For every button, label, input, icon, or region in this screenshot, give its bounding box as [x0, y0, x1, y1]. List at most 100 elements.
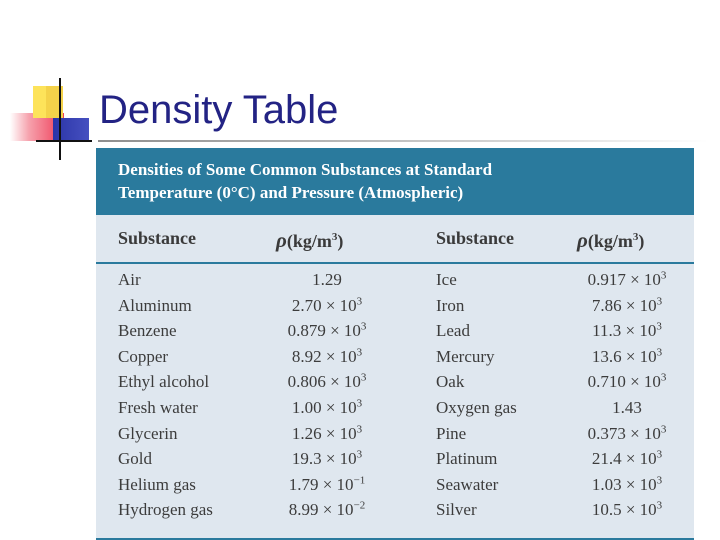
density-exponent: −1 [353, 474, 366, 487]
density-exponent: 3 [656, 320, 662, 333]
substance-name: Mercury [436, 346, 495, 366]
substance-name: Ethyl alcohol [118, 372, 210, 392]
density-value: 21.4 × 103 [568, 449, 686, 469]
title-bullet-yellow-shade [46, 86, 63, 118]
density-value: 0.806 × 103 [268, 372, 386, 392]
density-exponent: 3 [356, 448, 363, 461]
density-exponent: −2 [353, 499, 366, 512]
table-row: Gold 19.3 × 103 Platinum 21.4 × 103 [96, 447, 694, 473]
title-bullet-blue-square [53, 118, 89, 140]
density-unit-close: ) [337, 231, 344, 251]
density-exponent: 3 [660, 371, 667, 384]
density-exponent: 3 [656, 499, 663, 512]
density-value: 10.5 × 103 [568, 500, 686, 520]
substance-name: Glycerin [118, 423, 178, 443]
substance-name: Ice [436, 270, 457, 289]
header-density-left: ρ(kg/m3) [276, 228, 343, 253]
table-row: Helium gas 1.79 × 10−1 Seawater 1.03 × 103 [96, 473, 694, 499]
density-mantissa: 21.4 × 10 [591, 449, 657, 469]
table-row: Aluminum 2.70 × 103 Iron 7.86 × 103 [96, 294, 694, 320]
rho-symbol: ρ [276, 228, 287, 252]
density-unit: (kg/m [587, 231, 633, 251]
density-exponent: 3 [660, 422, 667, 435]
density-mantissa: 11.3 × 10 [592, 321, 657, 341]
density-value: 1.00 × 103 [268, 398, 386, 418]
table-row: Hydrogen gas 8.99 × 10−2 Silver 10.5 × 103 [96, 498, 694, 524]
density-mantissa: 1.43 [612, 397, 642, 417]
density-mantissa: 8.92 × 10 [291, 346, 357, 366]
density-exponent: 3 [660, 269, 667, 282]
density-value: 7.86 × 103 [568, 294, 686, 316]
density-mantissa: 8.99 × 10 [288, 500, 354, 520]
substance-name: Silver [436, 500, 477, 520]
density-mantissa: 1.79 × 10 [288, 474, 354, 494]
header-density-right: ρ(kg/m3) [577, 228, 644, 253]
density-exponent: 3 [656, 294, 663, 307]
density-exponent: 3 [356, 346, 363, 359]
density-value: 8.92 × 103 [268, 347, 386, 367]
density-mantissa: 0.373 × 10 [587, 423, 661, 443]
table-row: Benzene 0.879 × 103 Lead 11.3 × 103 [96, 319, 694, 345]
title-underline [98, 140, 708, 142]
density-value: 8.99 × 10−2 [268, 500, 386, 520]
substance-name: Seawater [436, 474, 499, 494]
density-value: 1.43 [568, 398, 686, 418]
density-mantissa: 19.3 × 10 [291, 449, 357, 469]
density-exponent: 3 [356, 397, 363, 410]
table-row: Glycerin 1.26 × 103 Pine 0.373 × 103 [96, 422, 694, 448]
density-value: 11.3 × 103 [568, 321, 686, 341]
substance-name: Gold [118, 449, 152, 469]
header-substance-left: Substance [118, 228, 197, 248]
substance-name: Benzene [118, 321, 177, 341]
density-unit-exponent: 3 [632, 231, 639, 243]
density-value: 1.29 [268, 270, 386, 290]
substance-name: Fresh water [118, 397, 198, 417]
substance-name: Copper [118, 346, 169, 366]
density-mantissa: 7.86 × 10 [591, 295, 657, 315]
density-exponent: 3 [656, 448, 663, 461]
density-mantissa: 1.00 × 10 [291, 397, 357, 417]
table-body: Air 1.29 Ice 0.917 × 103 Aluminum 2.70 × 103 I… [96, 264, 694, 524]
substance-name: Iron [436, 295, 465, 315]
density-mantissa: 0.806 × 10 [287, 372, 361, 392]
density-table: Densities of Some Common Substances at S… [96, 148, 694, 540]
table-header-row: Substance ρ(kg/m3) Substance ρ(kg/m3) [96, 215, 694, 264]
table-row: Copper 8.92 × 103 Mercury 13.6 × 103 [96, 345, 694, 371]
density-value: 1.79 × 10−1 [268, 475, 386, 495]
substance-name: Pine [436, 423, 467, 443]
page-title: Density Table [99, 88, 339, 132]
table-row: Air 1.29 Ice 0.917 × 103 [96, 268, 694, 294]
table-caption-line-1: Densities of Some Common Substances at S… [118, 160, 493, 179]
density-mantissa: 0.879 × 10 [287, 321, 361, 341]
table-row: Ethyl alcohol 0.806 × 103 Oak 0.710 × 103 [96, 370, 694, 396]
density-mantissa: 13.6 × 10 [591, 346, 657, 366]
density-mantissa: 1.26 × 10 [291, 423, 357, 443]
substance-name: Air [118, 270, 141, 289]
density-mantissa: 0.917 × 10 [587, 270, 661, 289]
density-exponent: 3 [356, 422, 363, 435]
density-unit: (kg/m [286, 231, 332, 251]
density-value: 2.70 × 103 [268, 295, 386, 316]
substance-name: Oxygen gas [436, 397, 517, 417]
substance-name: Oak [436, 372, 465, 392]
density-mantissa: 2.70 × 10 [291, 295, 357, 315]
table-caption-line-2: Temperature (0°C) and Pressure (Atmosphe… [118, 183, 464, 202]
density-exponent: 3 [360, 371, 367, 384]
substance-name: Helium gas [118, 474, 196, 494]
density-exponent: 3 [656, 346, 663, 359]
substance-name: Lead [436, 321, 470, 341]
density-unit-exponent: 3 [331, 231, 338, 243]
density-mantissa: 1.03 × 10 [591, 474, 657, 494]
substance-name: Hydrogen gas [118, 500, 213, 520]
density-exponent: 3 [360, 320, 367, 333]
table-caption: Densities of Some Common Substances at S… [96, 148, 694, 215]
title-bullet-vertical-line [59, 78, 61, 160]
density-value: 19.3 × 103 [268, 449, 386, 469]
density-exponent: 3 [656, 474, 663, 487]
substance-name: Platinum [436, 449, 498, 469]
table-row: Fresh water 1.00 × 103 Oxygen gas 1.43 [96, 396, 694, 422]
density-value: 0.917 × 103 [568, 270, 686, 290]
title-bullet-horizontal-line [36, 140, 92, 142]
density-value: 0.710 × 103 [568, 372, 686, 392]
substance-name: Aluminum [118, 295, 192, 315]
